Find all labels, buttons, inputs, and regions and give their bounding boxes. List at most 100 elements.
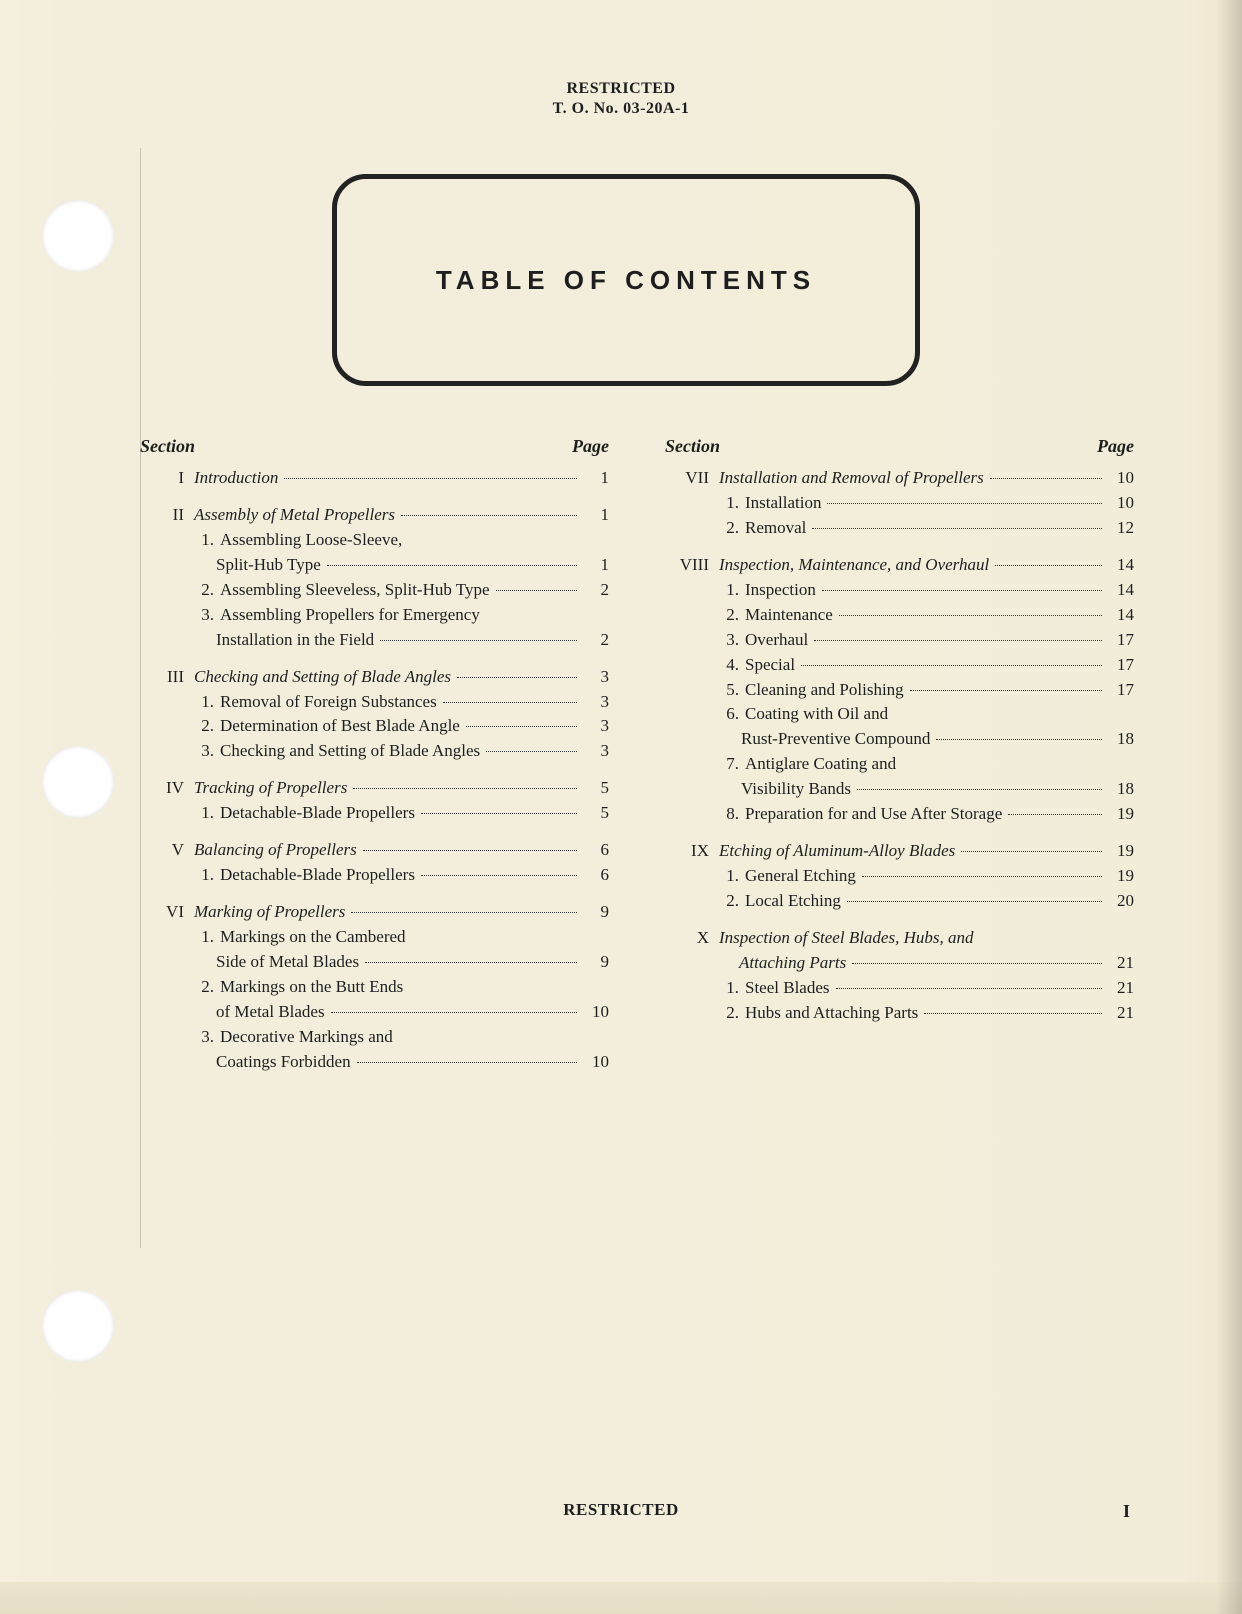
toc-sub-number: 7. — [719, 753, 745, 776]
toc-sub-text: Removal of Foreign Substances — [220, 691, 437, 714]
toc-sub-row: 1.Installation10 — [665, 492, 1134, 515]
toc-leader — [443, 702, 577, 703]
toc-sub-row: 1.Inspection14 — [665, 579, 1134, 602]
toc-sub-number: 2. — [194, 976, 220, 999]
toc-page-number: 9 — [583, 951, 609, 974]
punch-hole — [42, 1290, 114, 1362]
toc-sub-number: 1. — [194, 864, 220, 887]
toc-sub-text: Maintenance — [745, 604, 833, 627]
toc-leader — [924, 1013, 1102, 1014]
toc-page-number: 5 — [583, 802, 609, 825]
toc-group-gap — [665, 915, 1134, 925]
toc-sub-row: 2.Markings on the Butt Ends — [140, 976, 609, 999]
toc-leader — [284, 478, 577, 479]
toc-page-number: 14 — [1108, 554, 1134, 577]
toc-sub-row: 7.Antiglare Coating and — [665, 753, 1134, 776]
toc-sub-text: Antiglare Coating and — [745, 753, 896, 776]
toc-sub-number: 3. — [719, 629, 745, 652]
toc-page-number: 6 — [583, 864, 609, 887]
toc-leader — [995, 565, 1102, 566]
toc-leader — [862, 876, 1102, 877]
toc-section-row: IVTracking of Propellers 5 — [140, 777, 609, 800]
toc-sub-text: Removal — [745, 517, 806, 540]
toc-sub-row: Coatings Forbidden10 — [140, 1051, 609, 1074]
toc-leader — [380, 640, 577, 641]
toc-page-number: 19 — [1108, 803, 1134, 826]
header-restricted: RESTRICTED — [0, 80, 1242, 98]
col-header-page: Page — [572, 436, 609, 457]
toc-page-number: 18 — [1108, 728, 1134, 751]
toc-sub-number: 6. — [719, 703, 745, 726]
toc-page-number: 5 — [583, 777, 609, 800]
page-bottom-shade — [0, 1582, 1242, 1614]
toc-page-number: 17 — [1108, 679, 1134, 702]
toc-group-gap — [140, 492, 609, 502]
toc-sub-row: 3.Decorative Markings and — [140, 1026, 609, 1049]
toc-leader — [401, 515, 577, 516]
toc-sub-number: 2. — [719, 890, 745, 913]
toc-section-title: Marking of Propellers — [194, 901, 345, 924]
toc-group-gap — [140, 827, 609, 837]
col-header-section: Section — [665, 436, 720, 457]
toc-sub-row: 1.Detachable-Blade Propellers 6 — [140, 864, 609, 887]
toc-sub-row: 2.Maintenance14 — [665, 604, 1134, 627]
toc-sub-row: 1.General Etching19 — [665, 865, 1134, 888]
toc-sub-text-cont: of Metal Blades — [216, 1001, 325, 1024]
toc-section-row: VIIInstallation and Removal of Propeller… — [665, 467, 1134, 490]
toc-page-number: 10 — [1108, 492, 1134, 515]
toc-leader — [351, 912, 577, 913]
toc-section-title: Introduction — [194, 467, 278, 490]
toc-sub-text: Hubs and Attaching Parts — [745, 1002, 918, 1025]
toc-section-title: Tracking of Propellers — [194, 777, 347, 800]
toc-page-number: 21 — [1108, 1002, 1134, 1025]
toc-leader — [836, 988, 1102, 989]
footer-page-number: I — [1123, 1501, 1130, 1522]
toc-page-number: 12 — [1108, 517, 1134, 540]
toc-sub-number: 4. — [719, 654, 745, 677]
toc-leader — [812, 528, 1102, 529]
toc-sub-row: 8.Preparation for and Use After Storage1… — [665, 803, 1134, 826]
toc-section-title: Balancing of Propellers — [194, 839, 357, 862]
toc-leader — [910, 690, 1102, 691]
toc-page-number: 3 — [583, 666, 609, 689]
toc-roman: I — [140, 467, 194, 490]
toc-sub-text: Detachable-Blade Propellers — [220, 864, 415, 887]
toc-roman: VI — [140, 901, 194, 924]
toc-page-number: 14 — [1108, 579, 1134, 602]
toc-sub-text: Overhaul — [745, 629, 808, 652]
toc-column-header: Section Page — [140, 436, 609, 457]
toc-sub-text: Installation — [745, 492, 821, 515]
toc-group-gap — [665, 828, 1134, 838]
toc-sub-text: Inspection — [745, 579, 816, 602]
toc-section-row: VIMarking of Propellers9 — [140, 901, 609, 924]
toc-sub-number: 3. — [194, 740, 220, 763]
toc-page-number: 18 — [1108, 778, 1134, 801]
document-page: RESTRICTED T. O. No. 03-20A-1 TABLE OF C… — [0, 0, 1242, 1614]
toc-leader — [961, 851, 1102, 852]
toc-sub-row: of Metal Blades10 — [140, 1001, 609, 1024]
toc-group-gap — [140, 889, 609, 899]
toc-sub-text: Coating with Oil and — [745, 703, 888, 726]
title-card: TABLE OF CONTENTS — [332, 174, 920, 386]
toc-leader — [357, 1062, 577, 1063]
toc-sub-text-cont: Visibility Bands — [741, 778, 851, 801]
toc-sub-row: 1.Assembling Loose-Sleeve, — [140, 529, 609, 552]
footer-restricted: RESTRICTED — [0, 1500, 1242, 1520]
toc-roman: IV — [140, 777, 194, 800]
toc-roman: III — [140, 666, 194, 689]
toc-roman: VIII — [665, 554, 719, 577]
toc-sub-row: Visibility Bands 18 — [665, 778, 1134, 801]
toc-leader — [331, 1012, 577, 1013]
title-text: TABLE OF CONTENTS — [436, 265, 816, 296]
toc-section-title-cont: Attaching Parts — [739, 952, 846, 975]
toc-sub-row: 1.Removal of Foreign Substances3 — [140, 691, 609, 714]
toc-group-gap — [140, 654, 609, 664]
toc-sub-text: Preparation for and Use After Storage — [745, 803, 1002, 826]
toc-roman: IX — [665, 840, 719, 863]
toc-sub-number: 1. — [719, 977, 745, 1000]
toc-roman: X — [665, 927, 719, 950]
toc-leader — [936, 739, 1102, 740]
toc-sub-number: 1. — [719, 865, 745, 888]
toc-page-number: 10 — [583, 1051, 609, 1074]
punch-hole — [42, 200, 114, 272]
